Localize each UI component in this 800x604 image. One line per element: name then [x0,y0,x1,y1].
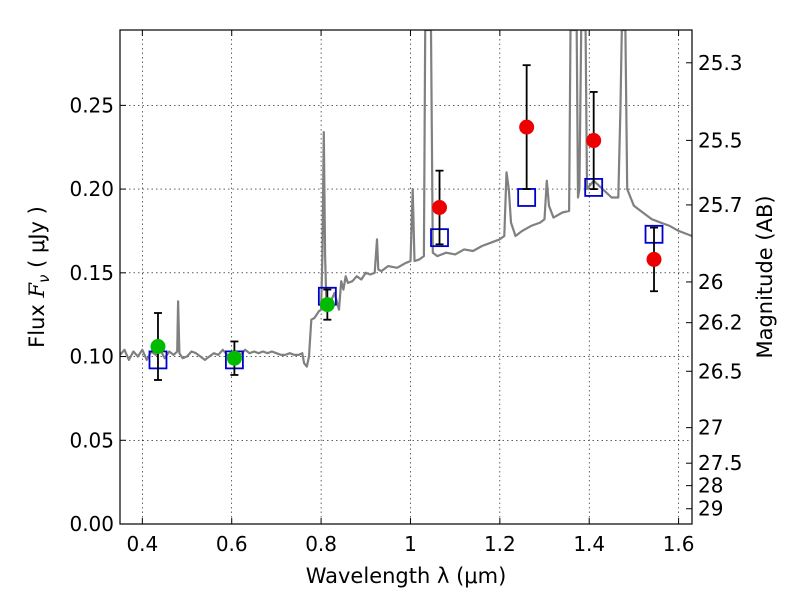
y2-tick-label: 28 [698,474,723,498]
x-axis-title: Wavelength λ (μm) [306,564,507,588]
plot-frame [119,29,693,525]
axis-ticks: 0.4 0.6 0.8 1 1.2 1.4 1.6 0.00 0.05 0.10 0.15 0.20 0… [69,30,743,556]
y-axis-title-prefix: Flux [25,298,49,348]
y2-tick-label: 26.2 [698,311,743,335]
y-axis-title-symbol: F [25,282,49,299]
infrared-data-point [646,251,662,267]
spectrum-series [120,30,692,368]
infrared-data-point [586,133,602,149]
infrared-data-point [432,200,448,216]
optical-data-point [226,350,242,366]
y2-tick-label: 25.3 [698,51,743,75]
y-tick-label: 0.15 [69,261,114,285]
y-tick-label: 0.20 [69,177,114,201]
y-axis-title-subscript: ν [35,275,53,283]
y-axis-title-suffix: ( μJy ) [25,206,49,274]
y2-tick-label: 26 [698,270,723,294]
x-tick-label: 1.4 [573,532,605,556]
observed-photometry-series [150,119,662,366]
y-tick-label: 0.25 [69,93,114,117]
optical-data-point [150,338,166,354]
x-tick-label: 1.2 [484,532,516,556]
y2-tick-label: 27 [698,416,723,440]
y2-axis-title: Magnitude (AB) [753,195,777,358]
x-tick-label: 1.6 [663,532,695,556]
y2-tick-label: 29 [698,497,723,521]
x-tick-label: 0.6 [216,532,248,556]
y2-tick-label: 25.5 [698,128,743,152]
infrared-data-point [519,119,535,135]
y2-tick-label: 27.5 [698,451,743,475]
x-tick-label: 0.8 [305,532,337,556]
x-tick-label: 1 [404,532,417,556]
optical-data-point [319,297,335,313]
y-axis-title: Flux Fν ( μJy ) [25,206,53,348]
errorbar-layer [153,64,659,381]
spectrum-line [120,30,692,368]
y2-tick-label: 25.7 [698,193,743,217]
y-tick-label: 0.05 [69,428,114,452]
plot-area [120,30,692,381]
y-tick-label: 0.00 [69,512,114,536]
y2-tick-label: 26.5 [698,359,743,383]
y-tick-label: 0.10 [69,345,114,369]
x-tick-label: 0.4 [126,532,158,556]
